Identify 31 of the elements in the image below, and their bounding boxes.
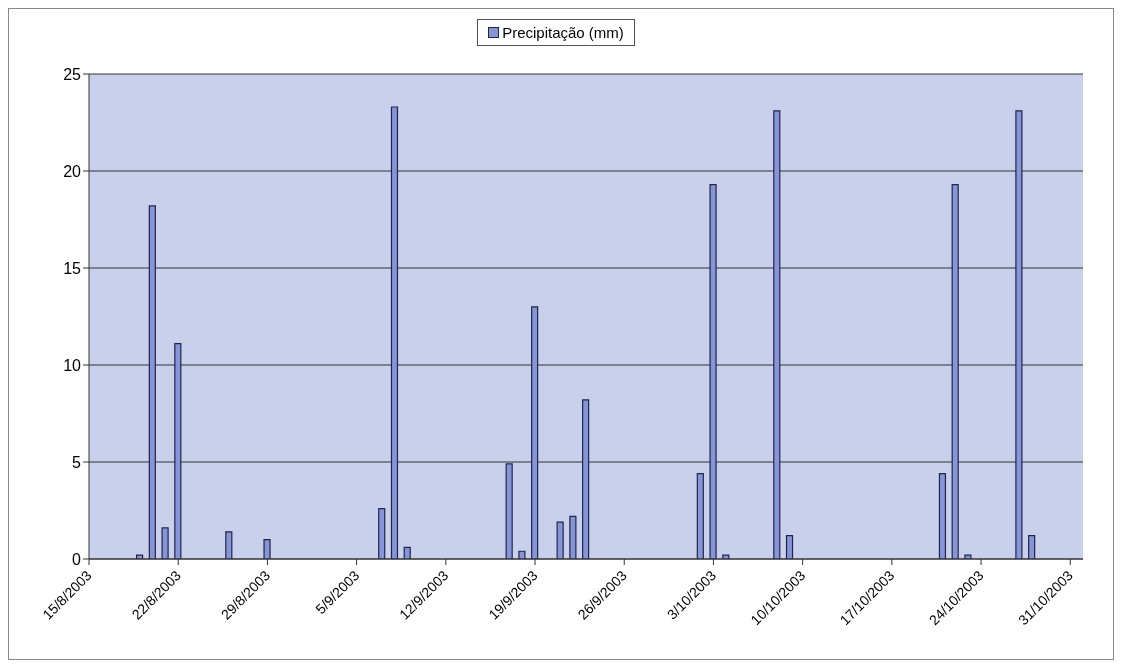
bar	[136, 554, 144, 559]
y-tick-label: 0	[72, 550, 82, 568]
bar	[1015, 110, 1023, 559]
bar	[785, 535, 794, 559]
bar	[148, 205, 156, 559]
bar	[174, 343, 182, 559]
y-tick-label: 20	[63, 162, 82, 180]
bar	[964, 554, 972, 559]
bar	[722, 554, 730, 559]
legend-label: Precipitação (mm)	[502, 24, 624, 41]
bar	[1028, 535, 1036, 559]
bar	[531, 306, 539, 559]
bar	[263, 539, 271, 559]
y-tick-label: 15	[63, 259, 82, 277]
bar	[556, 521, 564, 559]
bar	[378, 507, 386, 559]
y-tick-label: 25	[63, 65, 82, 83]
bar	[773, 110, 781, 559]
bar	[696, 473, 704, 559]
bar	[161, 527, 169, 559]
bar	[225, 531, 233, 559]
bar	[518, 550, 526, 559]
bar	[951, 183, 959, 559]
y-tick-label: 10	[63, 356, 82, 374]
y-tick-label: 5	[72, 453, 82, 471]
bar	[938, 473, 947, 559]
bar	[569, 515, 577, 559]
bar	[582, 399, 590, 559]
bar	[505, 463, 513, 559]
bar	[709, 183, 717, 559]
bar	[390, 106, 399, 559]
